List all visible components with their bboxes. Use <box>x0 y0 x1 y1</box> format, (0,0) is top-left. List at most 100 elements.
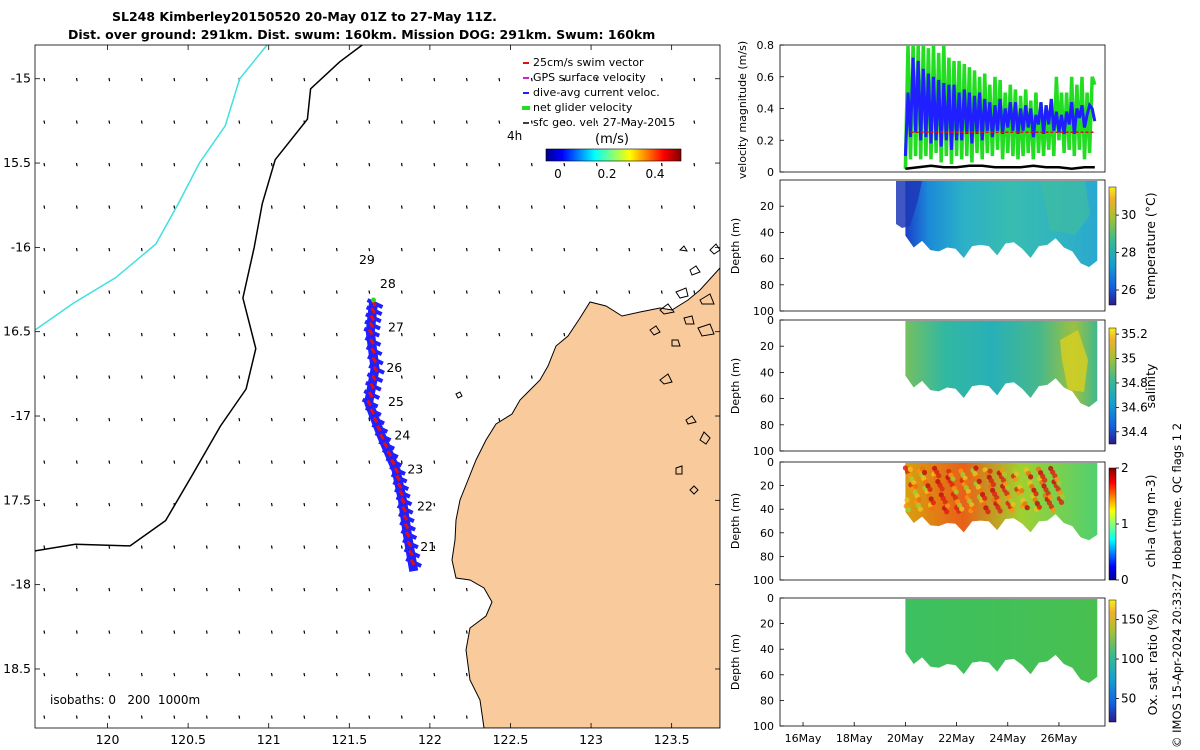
velocity-arrow <box>400 545 403 549</box>
chla-colorbar-ticks: 0 1 2 <box>1116 461 1129 587</box>
velocity-arrow <box>43 77 46 82</box>
chla-sample <box>1013 471 1020 477</box>
speed-tick-0: 0 <box>554 167 562 181</box>
map-y-tick-label: 16.5 <box>3 324 31 339</box>
depth-tick-label: 60 <box>760 393 774 406</box>
velocity-arrow <box>270 502 273 507</box>
day-label: 21 <box>420 539 436 554</box>
chla-sample <box>959 506 965 512</box>
velocity-arrow <box>238 417 241 422</box>
map-x-tick-label: 121 <box>257 732 281 747</box>
velocity-arrow <box>628 247 631 252</box>
velocity-arrow <box>400 587 403 592</box>
temperature-panel: 20 40 60 80 100 Depth (m) 26 28 30 temperature… <box>729 179 1158 318</box>
glider-track <box>361 297 422 572</box>
velocity-arrow <box>433 417 436 422</box>
velocity-arrow <box>400 332 403 337</box>
velocity-arrow <box>303 672 306 677</box>
velocity-arrow <box>303 162 306 167</box>
day-label: 23 <box>407 461 423 476</box>
temperature-warm-patch <box>1040 181 1090 235</box>
chla-sample <box>982 495 988 501</box>
chla-sample <box>967 492 974 498</box>
velocity-arrow <box>595 290 598 294</box>
velocity-arrow <box>108 120 111 124</box>
velocity-arrow <box>433 672 436 677</box>
depth-tick-label: 80 <box>760 419 774 432</box>
chla-sample <box>1010 501 1016 508</box>
oxygen-field <box>905 599 1098 683</box>
velocity-arrow <box>563 205 566 209</box>
chla-sample <box>1033 491 1039 497</box>
velocity-arrow <box>628 205 631 209</box>
velocity-arrow <box>465 290 468 294</box>
swim-vector <box>382 441 389 449</box>
velocity-arrow <box>498 417 501 422</box>
velocity-arrow <box>205 545 208 549</box>
velocity-arrow <box>108 715 111 719</box>
chla-colorbar-label: chl-a (mg m-3) <box>1143 475 1158 568</box>
velocity-arrow <box>303 417 306 422</box>
map-x-tick-label: 122 <box>418 732 442 747</box>
velocity-arrow <box>43 630 46 634</box>
velocity-arrow <box>530 120 533 124</box>
velocity-arrow <box>205 715 208 719</box>
velocity-arrow <box>530 77 533 82</box>
colorbar-tick-label: 34.4 <box>1121 425 1148 439</box>
velocity-arrow <box>205 460 208 464</box>
velocity-arrow <box>400 290 403 294</box>
salinity-field <box>905 321 1098 408</box>
day-label: 25 <box>388 394 404 409</box>
velocity-arrow <box>270 205 273 209</box>
velocity-arrow <box>173 290 176 294</box>
velocity-arrow <box>303 630 306 634</box>
colorbar-tick-label: 35 <box>1121 352 1136 366</box>
velocity-arrow <box>43 587 46 592</box>
chla-sample <box>1009 507 1015 514</box>
velocity-arrow <box>238 247 241 252</box>
date-tick-label: 16May <box>785 732 822 745</box>
map-y-tick-label: -15 <box>11 71 31 86</box>
velocity-arrow <box>140 672 143 677</box>
velocity-arrow <box>433 545 436 549</box>
velocity-arrow <box>433 630 436 634</box>
velocity-arrow <box>43 120 46 124</box>
swim-vector <box>408 549 414 557</box>
velocity-arrow <box>205 120 208 124</box>
velocity-ylabel: velocity magnitude (m/s) <box>736 41 749 179</box>
velocity-arrow <box>140 332 143 337</box>
velocity-arrow <box>205 375 208 379</box>
salinity-colorbar <box>1108 327 1117 445</box>
velocity-y-tick-label: 0.4 <box>757 103 775 116</box>
chla-sample <box>907 466 913 472</box>
chla-sample <box>987 468 993 474</box>
velocity-arrow <box>108 502 111 507</box>
velocity-arrow <box>335 502 338 507</box>
depth-tick-label: 20 <box>760 480 774 493</box>
velocity-arrow <box>43 332 46 337</box>
islands <box>455 243 720 495</box>
velocity-arrow <box>563 247 566 252</box>
velocity-arrow <box>303 460 306 464</box>
velocity-arrow <box>75 375 78 379</box>
velocity-arrow <box>530 247 533 252</box>
swim-vector <box>398 489 405 497</box>
isobath-label: isobaths: 0 200 1000m <box>50 693 200 707</box>
velocity-arrow <box>530 205 533 209</box>
velocity-arrow <box>303 77 306 82</box>
chla-y-ticks: 0 20 40 60 80 100 <box>753 456 784 587</box>
velocity-arrow <box>433 247 436 252</box>
colorbar-tick-label: 35.2 <box>1121 327 1148 341</box>
swim-vector <box>396 482 403 489</box>
swim-vector <box>369 314 376 322</box>
swim-vector <box>372 416 379 424</box>
swim-vector <box>370 307 376 314</box>
velocity-arrow <box>303 290 306 294</box>
velocity-arrow <box>270 587 273 592</box>
velocity-arrow <box>75 120 78 124</box>
swim-vector <box>393 467 400 474</box>
colorbar-tick-label: 0 <box>1121 573 1129 587</box>
velocity-arrow <box>205 205 208 209</box>
temperature-colorbar-ticks: 26 28 30 <box>1116 208 1136 297</box>
velocity-arrow <box>368 205 371 209</box>
